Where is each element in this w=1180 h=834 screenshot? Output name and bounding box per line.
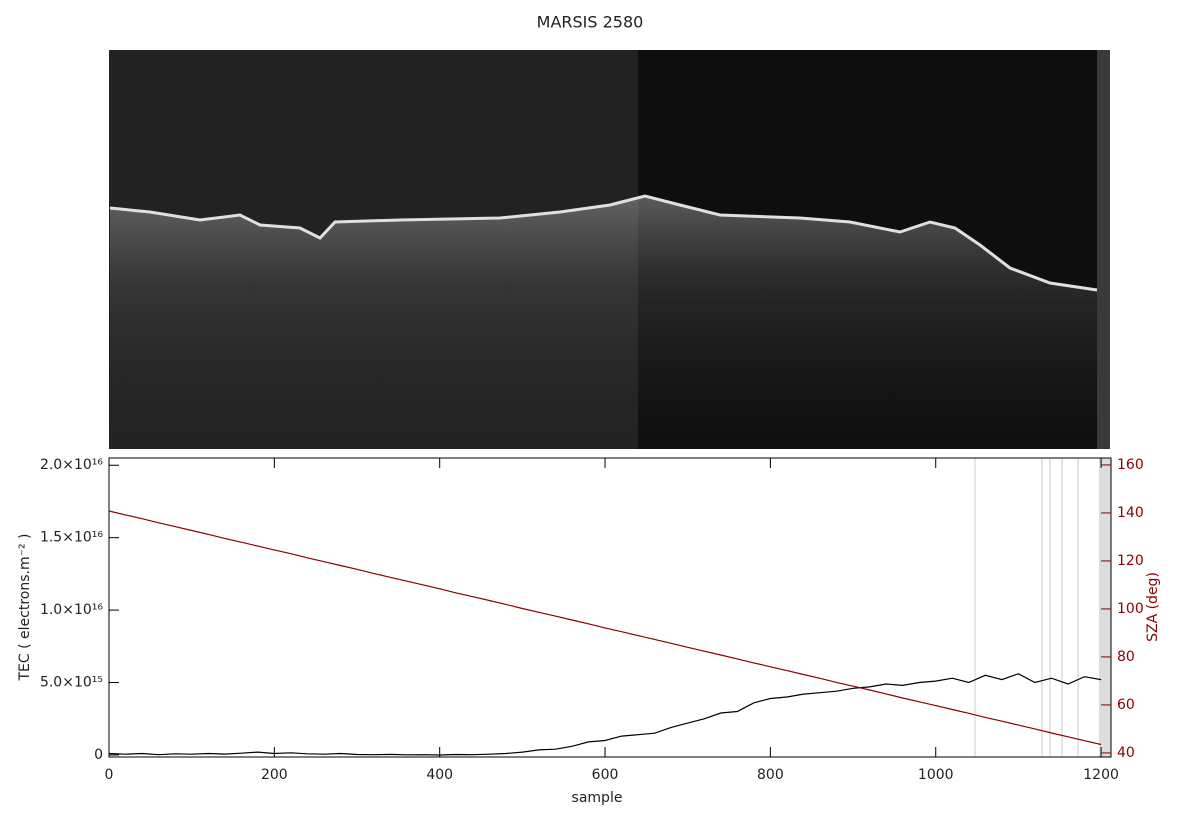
chart-title: MARSIS 2580 [537, 13, 644, 32]
radargram-strip [1097, 50, 1110, 449]
x-tick-label: 1200 [1083, 767, 1119, 783]
x-tick-label: 200 [261, 767, 288, 783]
y2-axis-label: SZA (deg) [1145, 572, 1161, 642]
y-tick-label: 5.0×10¹⁵ [40, 675, 103, 691]
surface-echo [109, 194, 1098, 292]
plot-frame [108, 457, 1112, 758]
y2-tick-label: 40 [1117, 745, 1135, 761]
series-line [108, 510, 1102, 746]
y2-tick-label: 100 [1117, 601, 1144, 617]
marker-lines [974, 458, 1111, 757]
x-tick-label: 800 [757, 767, 784, 783]
y-tick-label: 1.0×10¹⁶ [40, 602, 103, 618]
y2-tick-label: 80 [1117, 649, 1135, 665]
x-tick-label: 1000 [918, 767, 954, 783]
y2-tick-label: 140 [1117, 505, 1144, 521]
y2-tick-label: 120 [1117, 553, 1144, 569]
x-tick-label: 0 [105, 767, 114, 783]
y2-tick-label: 60 [1117, 697, 1135, 713]
y-tick-label: 2.0×10¹⁶ [40, 457, 103, 473]
y2-tick-label: 160 [1117, 457, 1144, 473]
y-tick-label: 1.5×10¹⁶ [40, 530, 103, 546]
x-axis-label: sample [572, 790, 623, 806]
marker-band [1099, 458, 1111, 757]
subsurface [110, 196, 1097, 449]
x-tick-label: 400 [426, 767, 453, 783]
radargram [109, 50, 1110, 449]
y-axis-label: TEC ( electrons.m⁻² ) [17, 533, 33, 681]
series-line [108, 673, 1102, 756]
x-tick-label: 600 [592, 767, 619, 783]
y-tick-label: 0 [94, 747, 103, 763]
